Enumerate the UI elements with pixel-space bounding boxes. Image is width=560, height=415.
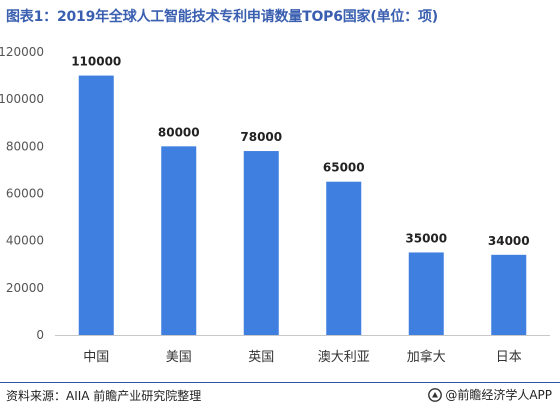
data-label: 78000 bbox=[240, 130, 282, 144]
x-axis: 中国 美国 英国 澳大利亚 加拿大 日本 bbox=[55, 335, 550, 365]
data-labels: 110000 80000 78000 65000 35000 34000 bbox=[71, 55, 529, 248]
bar bbox=[161, 146, 197, 335]
bar-chart: 0 20000 40000 60000 80000 100000 120000 110000… bbox=[0, 45, 550, 365]
brand-text: @前瞻经济学人APP bbox=[445, 388, 552, 402]
chart-title: 图表1：2019年全球人工智能技术专利申请数量TOP6国家(单位：项) bbox=[6, 9, 438, 25]
data-label: 35000 bbox=[405, 231, 447, 245]
footer-divider bbox=[0, 382, 560, 383]
y-tick-label: 120000 bbox=[0, 45, 44, 59]
bar bbox=[408, 252, 444, 335]
brand-credit: @前瞻经济学人APP bbox=[428, 386, 552, 403]
bar bbox=[243, 151, 279, 335]
y-tick-label: 80000 bbox=[6, 139, 44, 153]
x-tick-label: 中国 bbox=[83, 350, 109, 365]
data-label: 65000 bbox=[323, 161, 365, 175]
data-label: 110000 bbox=[71, 55, 121, 69]
y-tick-label: 0 bbox=[36, 328, 44, 342]
x-tick-label: 英国 bbox=[248, 350, 274, 365]
x-tick-label: 澳大利亚 bbox=[318, 349, 370, 365]
bars bbox=[78, 75, 527, 335]
y-tick-label: 100000 bbox=[0, 92, 44, 106]
data-label: 34000 bbox=[488, 234, 530, 248]
data-label: 80000 bbox=[158, 125, 200, 139]
x-tick-label: 日本 bbox=[496, 350, 522, 365]
bar bbox=[326, 181, 362, 335]
x-tick-label: 美国 bbox=[166, 350, 192, 365]
y-tick-label: 20000 bbox=[6, 281, 44, 295]
brand-logo-icon bbox=[428, 387, 443, 402]
y-tick-label: 60000 bbox=[6, 187, 44, 201]
y-axis: 0 20000 40000 60000 80000 100000 120000 bbox=[0, 45, 44, 342]
x-tick-label: 加拿大 bbox=[407, 349, 446, 365]
bar bbox=[78, 75, 114, 335]
y-tick-label: 40000 bbox=[6, 234, 44, 248]
bar bbox=[491, 254, 527, 335]
source-note: 资料来源：AIIA 前瞻产业研究院整理 bbox=[6, 389, 202, 403]
